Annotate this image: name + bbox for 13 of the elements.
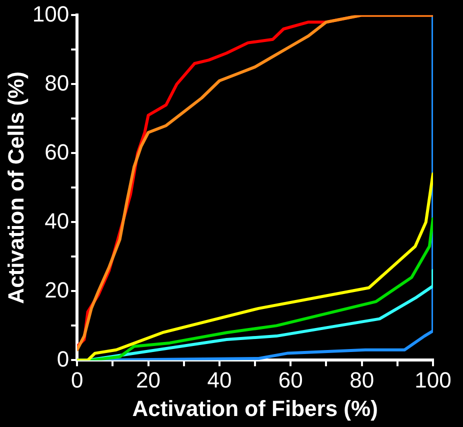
y-tick-label: 0: [56, 346, 70, 372]
x-axis-title: Activation of Fibers (%): [132, 396, 378, 421]
x-tick-label: 80: [350, 367, 374, 392]
y-tick-label: 80: [44, 70, 70, 96]
x-tick-label: 40: [207, 367, 232, 392]
y-tick-label: 40: [44, 208, 70, 234]
x-tick-label: 100: [414, 367, 452, 392]
y-tick-label: 100: [32, 1, 70, 26]
x-tick-label: 60: [278, 367, 303, 392]
y-tick-label: 20: [44, 277, 70, 302]
y-axis-title: Activation of Cells (%): [3, 72, 28, 304]
x-tick-label: 20: [136, 367, 161, 392]
y-tick-label: 60: [44, 139, 70, 164]
